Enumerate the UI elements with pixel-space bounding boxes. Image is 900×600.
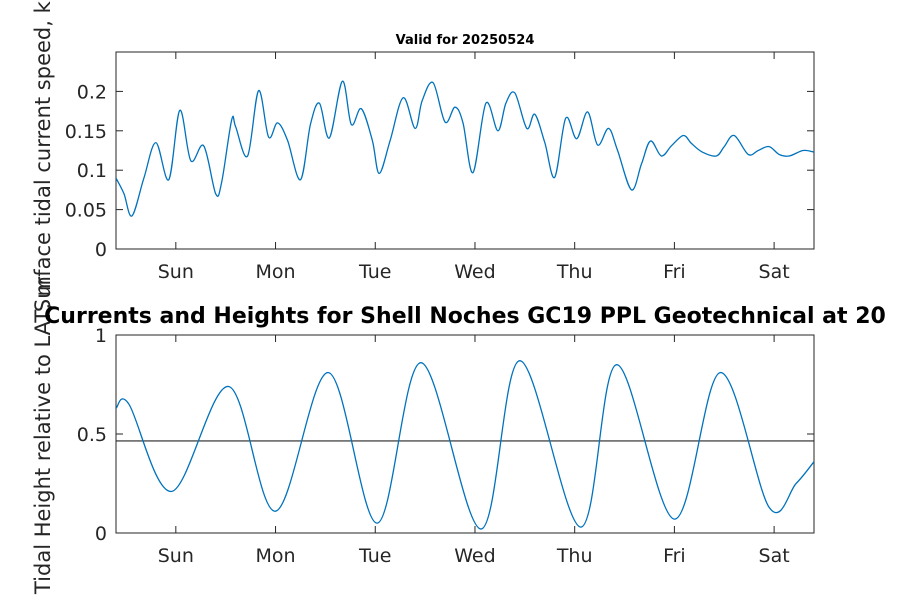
tidal-height-title: Currents and Heights for Shell Noches GC… xyxy=(44,304,886,329)
current-speed-title: Valid for 20250524 xyxy=(396,33,535,48)
tidal-height-ylabel: Tidal Height relative to LAT, m xyxy=(31,276,55,595)
tidal-height-ytick-label: 0.5 xyxy=(77,424,107,446)
tidal-height-xtick-label: Tue xyxy=(358,545,391,567)
current-speed-marks: 0 0.05 0.1 0.15 0.2 Sun Mon Tue Wed Thu Fri Sat xyxy=(65,52,814,283)
tidal-height-marks: 0 0.5 1 Sun Mon Tue Wed Thu Fri Sat xyxy=(77,325,814,567)
current-speed-axes: Valid for 20250524 0 0.05 0.1 0.15 0.2 Sun Mon… xyxy=(31,0,815,312)
current-speed-plot-box xyxy=(115,51,815,250)
tidal-height-axes: 0 0.5 1 Sun Mon Tue Wed Thu Fri Sat Tidal Height … xyxy=(31,276,886,595)
current-speed-xtick-label: Sun xyxy=(158,261,194,283)
tidal-height-xtick-label: Fri xyxy=(663,545,686,567)
current-speed-ytick-label: 0.15 xyxy=(65,121,107,143)
tidal-height-xtick-label: Wed xyxy=(454,545,495,567)
tidal-height-xtick-label: Mon xyxy=(256,545,296,567)
tidal-height-xtick-label: Thu xyxy=(556,545,593,567)
tidal-height-series-line xyxy=(116,360,814,530)
tidal-height-ytick-label: 0 xyxy=(95,523,107,545)
current-speed-xtick-label: Sat xyxy=(759,261,790,283)
tidal-height-plot-box xyxy=(115,334,815,534)
tidal-height-xtick-label: Sun xyxy=(158,545,194,567)
current-speed-xtick-label: Tue xyxy=(358,261,391,283)
current-speed-xtick-label: Fri xyxy=(663,261,686,283)
current-speed-xtick-label: Mon xyxy=(256,261,296,283)
current-speed-ylabel: Surface tidal current speed, kn xyxy=(31,0,55,312)
tidal-height-ytick-label: 1 xyxy=(95,325,107,347)
current-speed-series-line xyxy=(116,80,814,217)
current-speed-ytick-label: 0.1 xyxy=(77,160,107,182)
current-speed-xtick-label: Thu xyxy=(556,261,593,283)
current-speed-ytick-label: 0.05 xyxy=(65,200,107,222)
current-speed-ytick-label: 0.2 xyxy=(77,81,107,103)
current-speed-xtick-label: Wed xyxy=(454,261,495,283)
current-speed-ytick-label: 0 xyxy=(95,239,107,261)
tidal-height-xtick-label: Sat xyxy=(759,545,790,567)
